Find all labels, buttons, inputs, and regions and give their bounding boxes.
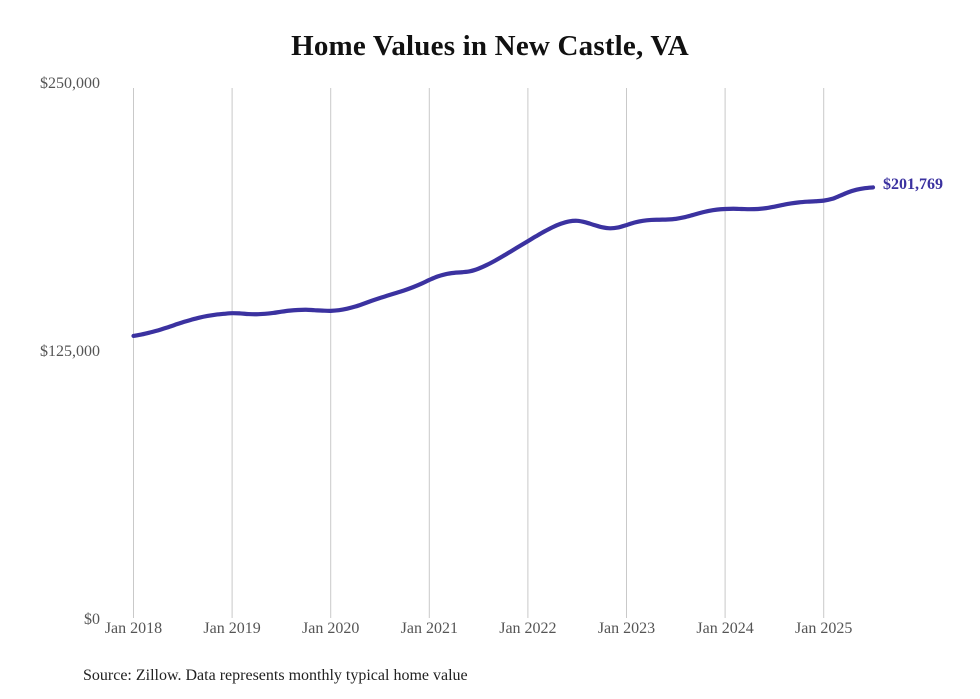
x-axis-tick-jan-2019: Jan 2019 — [203, 620, 261, 637]
source-note: Source: Zillow. Data represents monthly … — [83, 667, 468, 684]
chart-line-series — [131, 185, 876, 339]
x-axis-tick-jan-2025: Jan 2025 — [795, 620, 853, 637]
x-axis-tick-jan-2024: Jan 2024 — [696, 620, 754, 637]
chart-title: Home Values in New Castle, VA — [291, 30, 689, 62]
x-axis-tick-jan-2018: Jan 2018 — [104, 620, 163, 637]
series-end-value-label: $201,769 — [883, 176, 943, 194]
x-axis-tick-jan-2020: Jan 2020 — [302, 620, 360, 637]
x-axis-tick-jan-2021: Jan 2021 — [400, 620, 458, 637]
x-axis-tick-jan-2022: Jan 2022 — [499, 620, 557, 637]
x-axis-tick-jan-2023: Jan 2023 — [597, 620, 656, 637]
chart-gridlines — [133, 88, 825, 618]
y-axis-tick-125000: $125,000 — [40, 343, 100, 360]
y-axis-tick-250000: $250,000 — [40, 75, 100, 92]
y-axis-tick-0: $0 — [84, 611, 100, 628]
